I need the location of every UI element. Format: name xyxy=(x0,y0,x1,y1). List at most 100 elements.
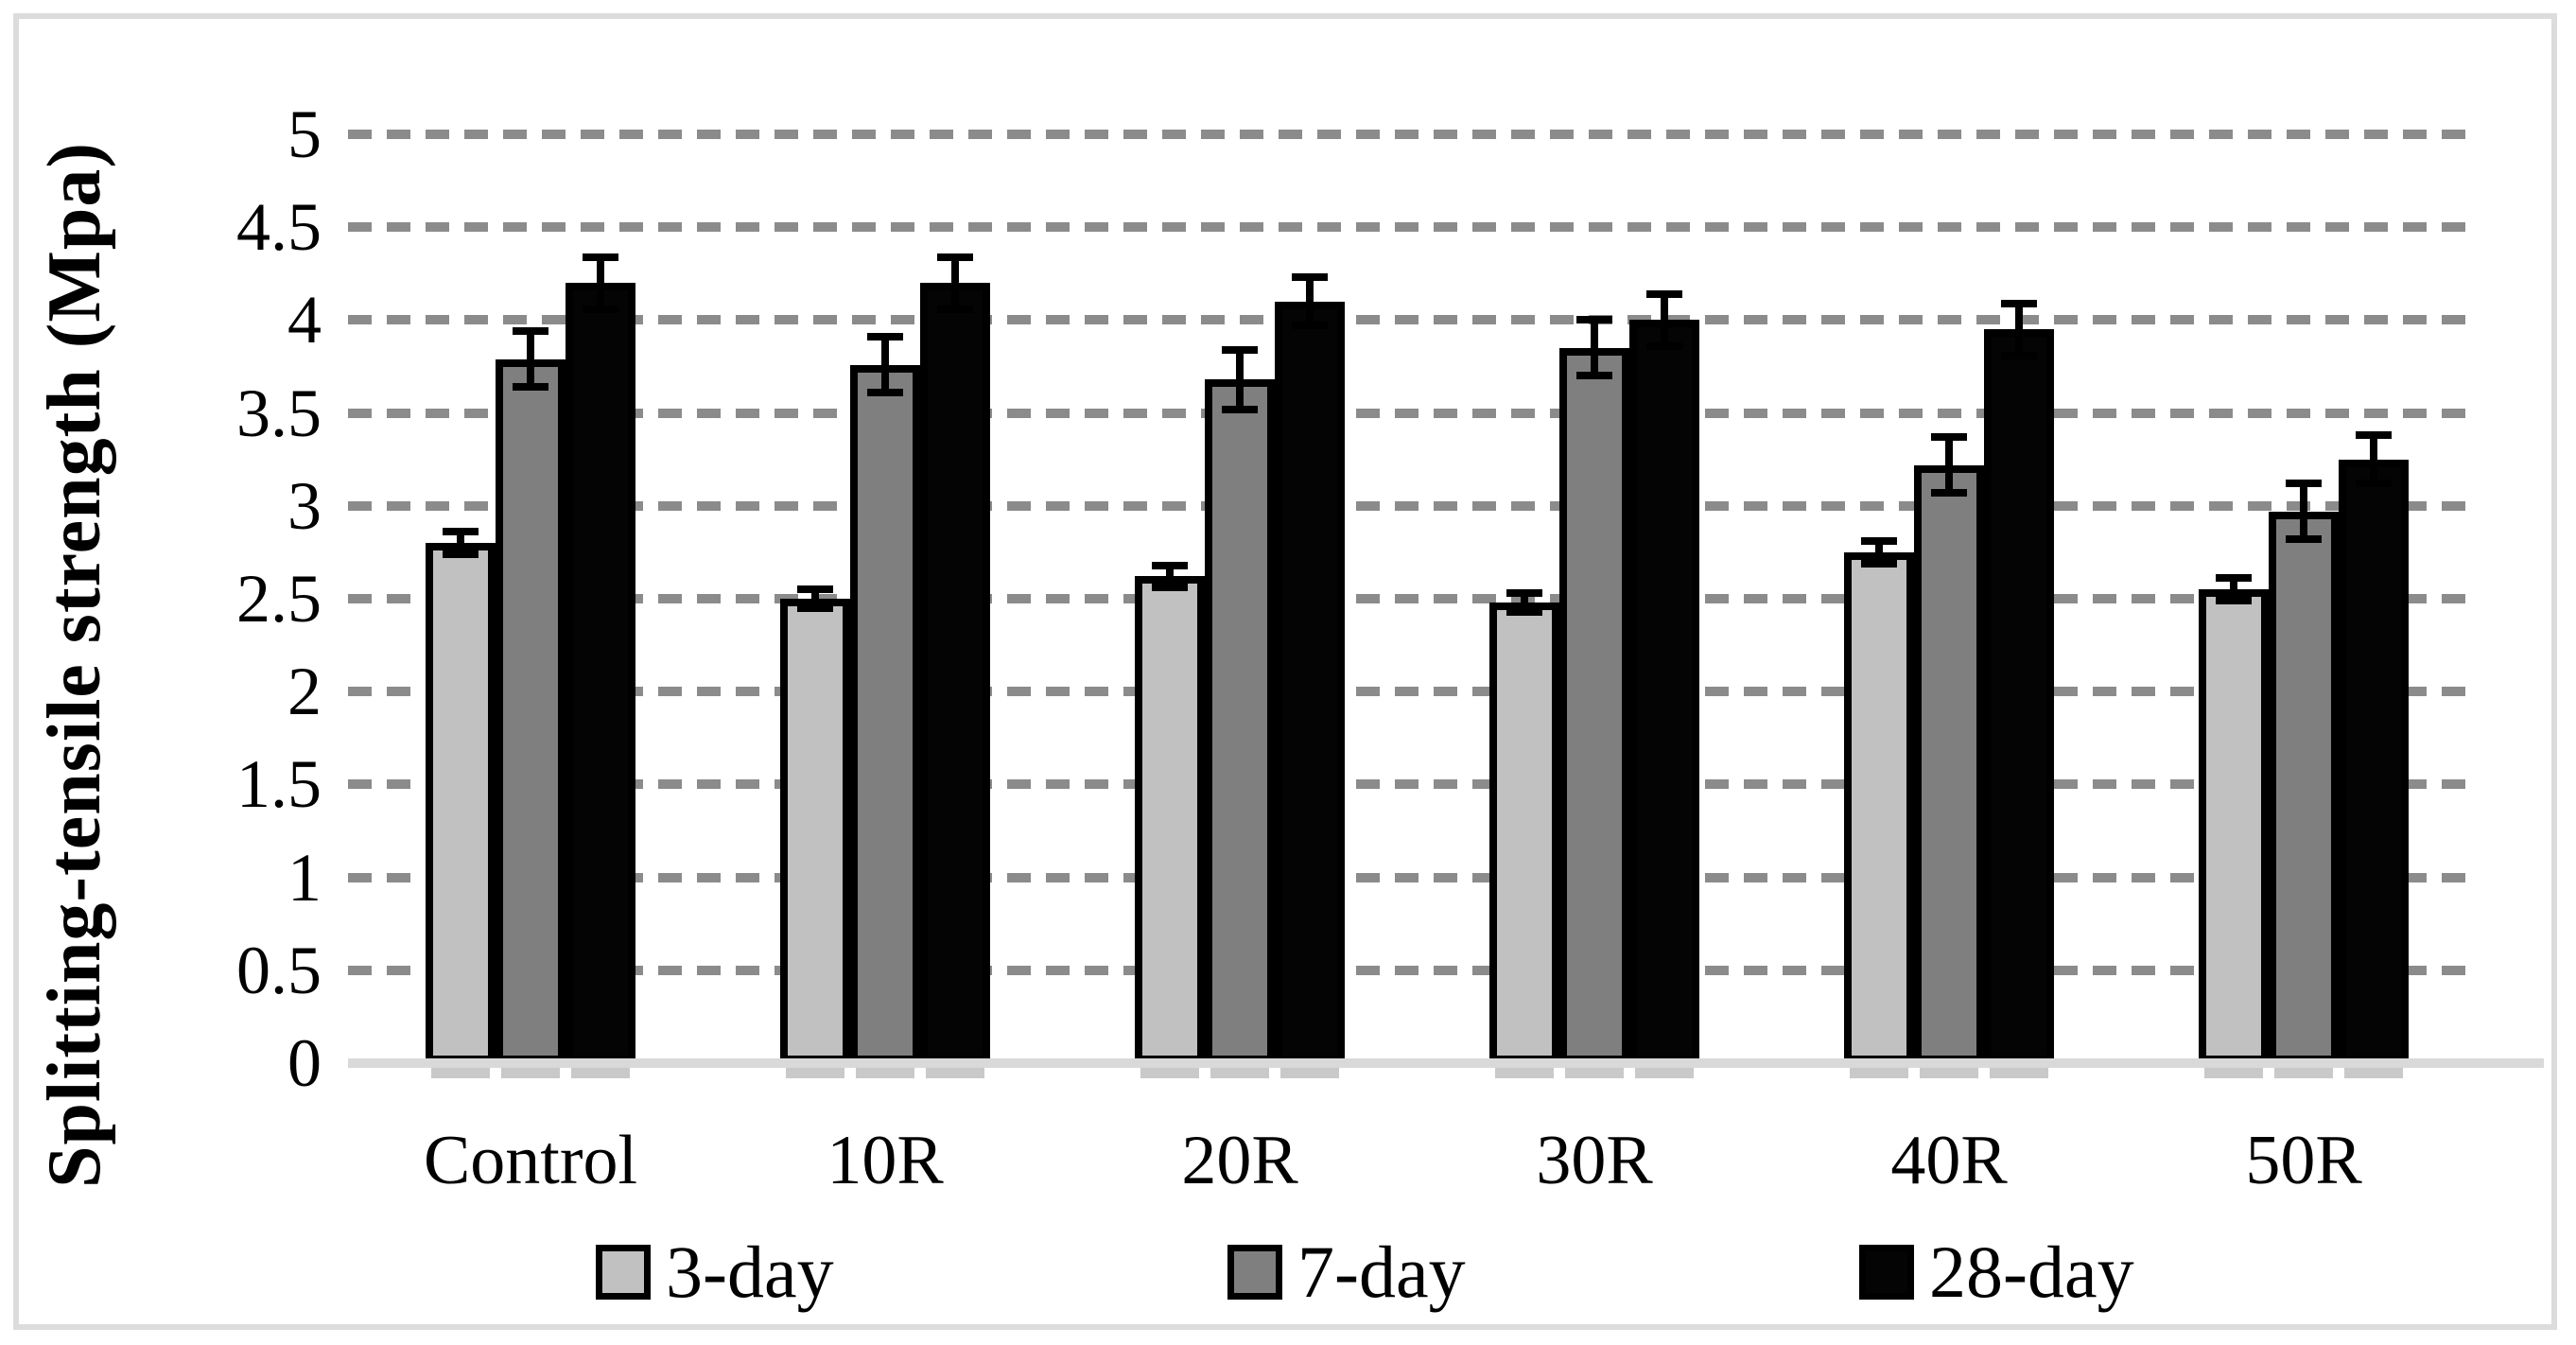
gridline-1 xyxy=(348,872,2480,882)
bar-3-day-40R xyxy=(1844,551,1914,1063)
error-bar-line xyxy=(527,331,534,388)
error-bar-line xyxy=(457,532,464,554)
legend-label-28-day: 28-day xyxy=(1929,1231,2134,1313)
error-bar-cap-bottom xyxy=(797,603,833,612)
bar-7-day-50R xyxy=(2269,511,2339,1063)
bar-base-stub xyxy=(1210,1067,1269,1078)
legend: 3-day 7-day 28-day xyxy=(0,1230,2576,1324)
error-bar-cap-top xyxy=(2356,431,2392,440)
bar-base-stub xyxy=(786,1067,844,1078)
error-bar-cap-top xyxy=(1152,561,1188,569)
error-bar-line xyxy=(811,589,819,608)
bar-base-stub xyxy=(1635,1067,1694,1078)
error-bar-line xyxy=(1945,437,1953,494)
x-tick-label-20R: 20R xyxy=(1181,1122,1298,1199)
error-bar-cap-top xyxy=(1931,433,1967,442)
x-tick-label-50R: 50R xyxy=(2245,1122,2362,1199)
bar-base-stub xyxy=(1990,1067,2048,1078)
bar-base-stub xyxy=(1280,1067,1339,1078)
error-bar-line xyxy=(1521,593,1528,612)
x-tick-label-10R: 10R xyxy=(827,1122,944,1199)
error-bar-line xyxy=(1661,293,1668,346)
error-bar-line xyxy=(1591,320,1598,376)
error-bar-cap-bottom xyxy=(1506,607,1542,616)
gridline-0.5 xyxy=(348,965,2480,975)
y-tick-label: 0.5 xyxy=(236,932,322,1008)
error-bar-cap-bottom xyxy=(443,550,479,558)
error-bar-line xyxy=(2015,303,2023,356)
error-bar-cap-top xyxy=(2001,299,2037,307)
error-bar-cap-bottom xyxy=(1222,405,1258,413)
y-tick-label: 1.5 xyxy=(236,746,322,823)
error-bar-cap-bottom xyxy=(1931,489,1967,498)
error-bar-cap-top xyxy=(1292,273,1328,282)
legend-label-7-day: 7-day xyxy=(1297,1231,1466,1313)
error-bar-cap-bottom xyxy=(1646,341,1682,350)
legend-item-7-day: 7-day xyxy=(1227,1230,1466,1315)
legend-swatch-3-day xyxy=(596,1245,651,1300)
bar-28-day-Control xyxy=(566,283,635,1063)
error-bar-cap-top xyxy=(513,327,548,336)
bar-28-day-50R xyxy=(2339,459,2409,1063)
bar-base-stub xyxy=(2204,1067,2263,1078)
bar-base-stub xyxy=(431,1067,490,1078)
error-bar-cap-top xyxy=(1506,589,1542,598)
error-bar-cap-bottom xyxy=(867,388,903,396)
error-bar-cap-bottom xyxy=(2001,351,2037,359)
error-bar-cap-top xyxy=(2286,480,2322,488)
error-bar-cap-top xyxy=(867,333,903,341)
gridline-3.5 xyxy=(348,408,2480,418)
error-bar-line xyxy=(2300,483,2307,540)
bar-base-stub xyxy=(2344,1067,2403,1078)
bar-7-day-40R xyxy=(1914,464,1984,1063)
legend-swatch-7-day xyxy=(1227,1245,1282,1300)
error-bar-cap-top xyxy=(583,253,618,261)
y-tick-label: 1 xyxy=(287,839,322,916)
error-bar-cap-top xyxy=(937,253,973,261)
bar-7-day-20R xyxy=(1205,379,1275,1063)
error-bar-line xyxy=(881,337,889,393)
bar-base-stub xyxy=(1565,1067,1624,1078)
error-bar-cap-top xyxy=(443,528,479,536)
legend-swatch-28-day xyxy=(1859,1245,1914,1300)
gridline-5 xyxy=(348,130,2480,139)
legend-label-3-day: 3-day xyxy=(666,1231,834,1313)
error-bar-line xyxy=(2230,578,2237,601)
bar-28-day-20R xyxy=(1275,301,1345,1063)
gridline-2 xyxy=(348,687,2480,697)
bar-7-day-10R xyxy=(850,364,920,1063)
bar-base-stub xyxy=(2274,1067,2333,1078)
gridline-1.5 xyxy=(348,779,2480,790)
gridline-4 xyxy=(348,315,2480,325)
error-bar-cap-top xyxy=(797,585,833,594)
gridline-4.5 xyxy=(348,222,2480,233)
x-tick-label-Control: Control xyxy=(423,1122,638,1199)
y-tick-label: 3.5 xyxy=(236,375,322,451)
error-bar-cap-bottom xyxy=(2356,480,2392,488)
bar-3-day-Control xyxy=(426,543,496,1063)
error-bar-line xyxy=(951,256,959,309)
error-bar-cap-bottom xyxy=(1576,372,1612,380)
bar-base-stub xyxy=(1920,1067,1978,1078)
bar-base-stub xyxy=(1850,1067,1908,1078)
legend-item-3-day: 3-day xyxy=(596,1230,834,1315)
bar-28-day-10R xyxy=(920,283,990,1063)
y-tick-label: 4.5 xyxy=(236,189,322,266)
y-tick-label: 3 xyxy=(287,467,322,544)
error-bar-cap-top xyxy=(1576,316,1612,324)
bar-base-stub xyxy=(571,1067,630,1078)
y-tick-label: 2 xyxy=(287,654,322,730)
bar-3-day-50R xyxy=(2199,589,2269,1063)
error-bar-cap-bottom xyxy=(583,305,618,313)
error-bar-cap-bottom xyxy=(1152,584,1188,592)
error-bar-cap-bottom xyxy=(2216,596,2252,604)
bar-7-day-Control xyxy=(496,358,566,1063)
error-bar-cap-top xyxy=(1861,537,1897,546)
error-bar-cap-top xyxy=(1646,289,1682,298)
bar-base-stub xyxy=(501,1067,560,1078)
x-tick-label-40R: 40R xyxy=(1890,1122,2008,1199)
y-tick-label: 2.5 xyxy=(236,561,322,637)
bar-28-day-40R xyxy=(1984,329,2054,1063)
